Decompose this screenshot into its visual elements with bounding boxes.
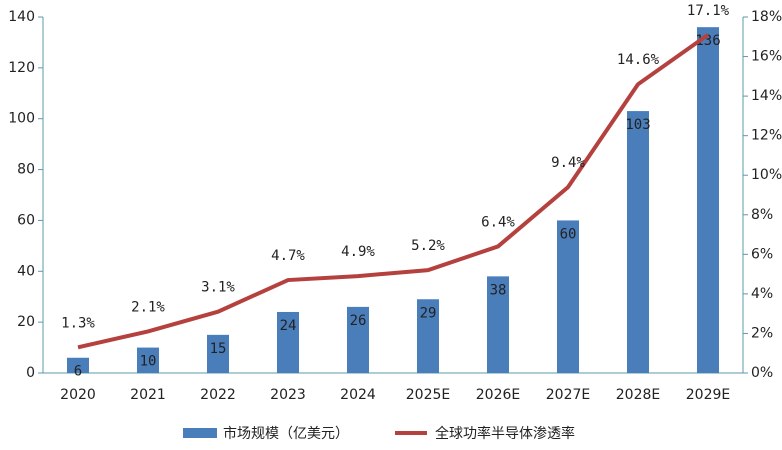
y-tick-label: 120	[8, 60, 35, 76]
y-tick-label: 0	[26, 365, 35, 381]
y2-tick-label: 0%	[751, 365, 773, 381]
y2-tick-label: 8%	[751, 207, 773, 223]
x-tick-label: 2026E	[476, 387, 520, 403]
line-value-label: 14.6%	[617, 52, 660, 68]
line-value-label: 1.3%	[61, 315, 95, 331]
line-value-label: 2.1%	[131, 299, 165, 315]
line-value-label: 9.4%	[551, 155, 585, 171]
bar-value-label: 26	[350, 313, 367, 329]
bar	[487, 276, 509, 373]
y2-tick-label: 16%	[751, 49, 782, 65]
y2-tick-label: 2%	[751, 325, 773, 341]
line-value-label: 5.2%	[411, 238, 445, 254]
x-tick-label: 2020	[60, 387, 96, 403]
bar	[697, 27, 719, 374]
line-value-label: 3.1%	[201, 280, 235, 296]
y2-tick-label: 12%	[751, 128, 782, 144]
bar	[417, 299, 439, 373]
y2-tick-label: 4%	[751, 286, 773, 302]
bar-value-label: 6	[74, 364, 82, 380]
bar-value-label: 29	[420, 305, 437, 321]
bar	[137, 347, 159, 373]
line-value-label: 17.1%	[687, 3, 730, 19]
x-tick-label: 2029E	[686, 387, 730, 403]
x-tick-label: 2028E	[616, 387, 660, 403]
bar-value-label: 103	[625, 117, 650, 133]
x-tick-label: 2023	[270, 387, 306, 403]
legend-swatch	[183, 428, 217, 438]
bar	[557, 220, 579, 373]
y2-tick-label: 14%	[751, 88, 782, 104]
bar-value-label: 10	[140, 354, 157, 370]
bar	[277, 311, 299, 373]
bar	[207, 334, 229, 373]
y-tick-label: 60	[17, 212, 35, 228]
y2-tick-label: 6%	[751, 246, 773, 262]
x-tick-label: 2025E	[406, 387, 450, 403]
y-tick-label: 80	[17, 162, 35, 178]
y2-tick-label: 18%	[751, 9, 782, 25]
y-tick-label: 100	[8, 111, 35, 127]
bar-value-label: 15	[210, 341, 227, 357]
bar-value-label: 24	[280, 318, 297, 334]
x-tick-label: 2027E	[546, 387, 590, 403]
bar	[627, 111, 649, 373]
line-value-label: 4.9%	[341, 244, 375, 260]
x-tick-label: 2024	[340, 387, 376, 403]
line	[77, 33, 710, 350]
x-tick-label: 2021	[130, 387, 166, 403]
bar-value-label: 38	[490, 282, 507, 298]
x-tick-label: 2022	[200, 387, 236, 403]
line-value-label: 6.4%	[481, 214, 515, 230]
legend-label: 全球功率半导体渗透率	[435, 425, 575, 442]
y-tick-label: 40	[17, 263, 35, 279]
legend-label: 市场规模（亿美元）	[223, 425, 349, 442]
y-tick-label: 20	[17, 314, 35, 330]
y2-tick-label: 10%	[751, 167, 782, 183]
bar-value-label: 60	[560, 226, 577, 242]
y-tick-label: 140	[8, 9, 35, 25]
bar	[347, 306, 369, 373]
bar	[67, 357, 89, 373]
line-value-label: 4.7%	[271, 248, 305, 264]
